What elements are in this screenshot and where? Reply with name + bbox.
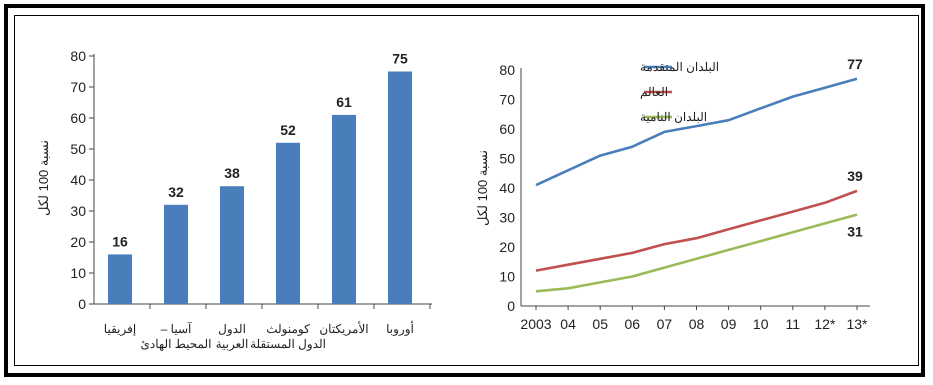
bar-category-label: آسيا – [161,321,192,336]
line-x-tick-label: 09 [721,316,737,332]
line-y-tick-label: 70 [499,92,515,108]
line-y-tick-label: 10 [499,269,515,285]
outer-frame [4,4,925,377]
line-y-tick-label: 0 [507,298,515,314]
bar-value-label: 38 [224,165,240,181]
line-x-tick-label: 04 [560,316,576,332]
bar-category-label: إفريقيا [104,322,136,337]
line-y-tick-label: 20 [499,239,515,255]
line-x-tick-label: 2003 [520,316,551,332]
line-y-tick-label: 50 [499,151,515,167]
bar-6 [388,71,412,304]
line-series-3 [535,213,858,293]
bar-category-label: كومنولث [266,322,310,336]
bar-y-tick-label: 50 [70,141,86,157]
line-x-tick-label: 11 [786,316,801,332]
line-x-tick-label: 12* [814,316,836,332]
line-x-tick-label: 06 [625,316,641,332]
line-end-label: 31 [847,224,863,240]
bar-2 [164,204,188,304]
inner-frame [14,15,919,366]
line-y-axis-label: نسبة 100 لكل [475,150,490,226]
bar-y-tick-label: 40 [70,172,86,188]
line-x-tick-label: 10 [753,316,769,332]
line-series-2 [535,189,858,272]
bar-category-label: أوروبا [386,321,414,336]
line-y-tick-label: 40 [499,180,515,196]
bar-category-label: الدول المستقلة [250,337,326,351]
legend-label: البلدان النامية [640,110,707,124]
line-y-tick-label: 30 [499,210,515,226]
bar-value-label: 52 [280,122,296,138]
bar-y-tick-label: 80 [70,48,86,64]
bar-1 [108,254,132,304]
bar-y-tick-label: 60 [70,110,86,126]
bar-value-label: 32 [168,184,184,200]
bar-y-tick-label: 70 [70,79,86,95]
line-x-tick-label: 05 [592,316,608,332]
line-end-label: 77 [847,56,863,72]
bar-y-tick-label: 20 [70,234,86,250]
bar-3 [220,186,244,304]
line-end-label: 39 [847,168,863,184]
bar-value-label: 75 [392,51,408,67]
line-y-tick-label: 80 [499,62,515,78]
line-x-tick-label: 07 [657,316,673,332]
bar-y-tick-label: 10 [70,265,86,281]
bar-category-label: الدول [218,322,246,336]
line-series-1 [535,77,858,187]
legend-label: البلدان المتقدمة [640,60,719,74]
legend-label: العالم [640,85,668,99]
line-x-tick-label: 13* [846,316,868,332]
bar-y-axis-label: نسبة 100 لكل [36,140,51,216]
bar-5 [332,114,356,305]
bar-value-label: 16 [112,233,128,249]
bar-category-label: الأمريكتان [319,321,368,336]
line-y-tick-label: 60 [499,121,515,137]
bar-y-tick-label: 0 [78,296,86,312]
bar-category-label: المحيط الهادئ [141,337,212,351]
bar-category-label: العربية [216,337,249,351]
bar-y-tick-label: 30 [70,203,86,219]
line-x-tick-label: 08 [689,316,705,332]
bar-4 [276,142,300,304]
bar-value-label: 61 [336,94,352,110]
